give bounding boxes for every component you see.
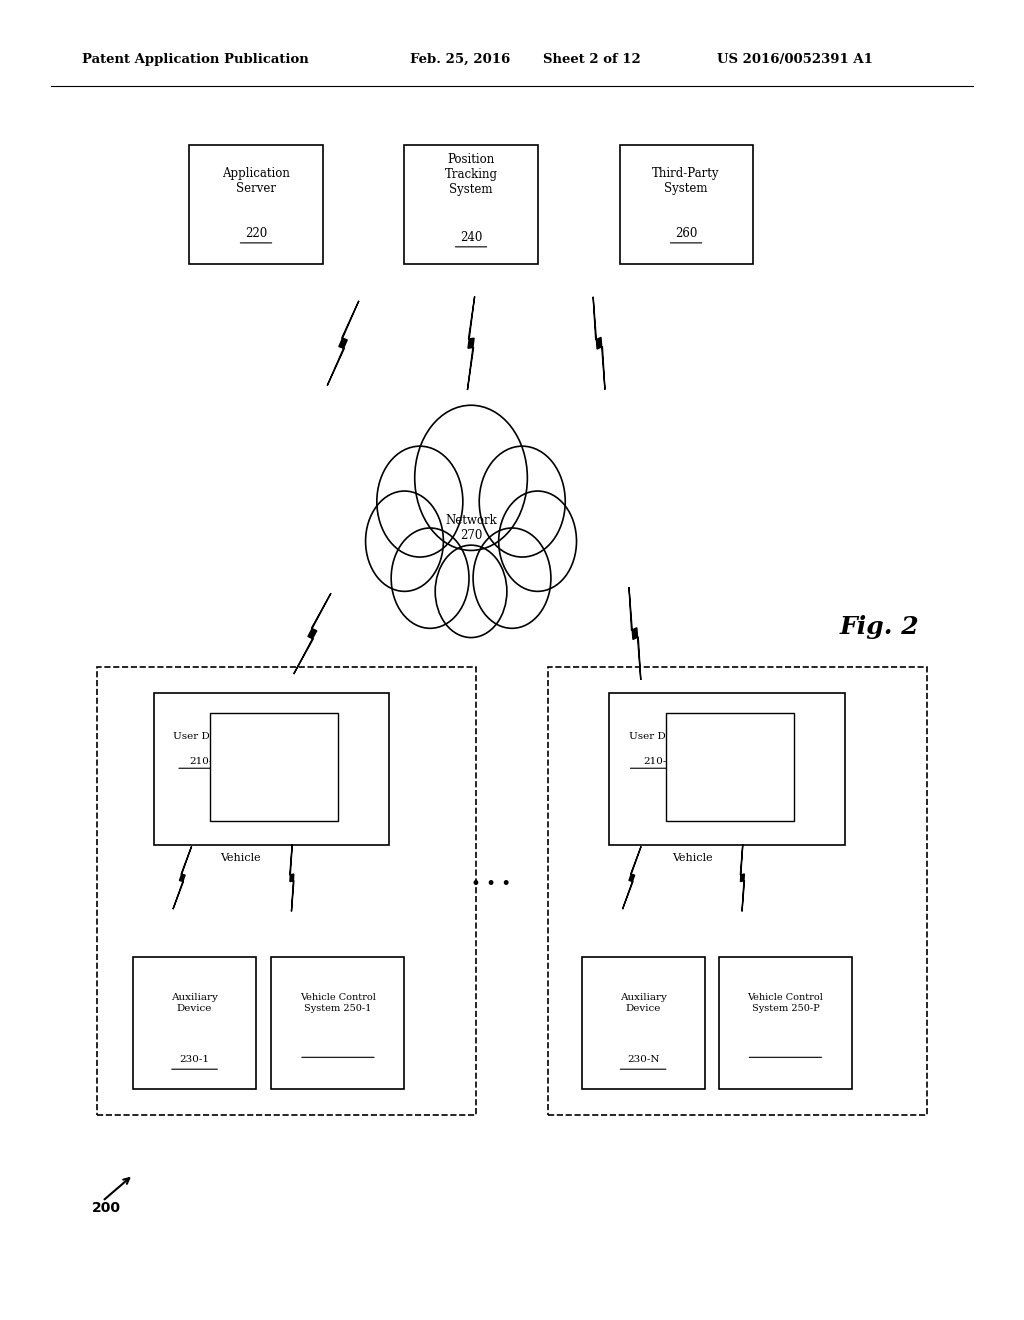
FancyBboxPatch shape	[210, 713, 338, 821]
Circle shape	[499, 491, 577, 591]
Text: Drowsy Driver
Prevention
Application: Drowsy Driver Prevention Application	[693, 752, 766, 781]
Polygon shape	[173, 846, 191, 909]
Text: Third-Party
System: Third-Party System	[652, 166, 720, 195]
Polygon shape	[328, 301, 358, 385]
Text: 260: 260	[675, 227, 697, 240]
FancyBboxPatch shape	[548, 667, 927, 1115]
Text: Patent Application Publication: Patent Application Publication	[82, 53, 308, 66]
FancyBboxPatch shape	[620, 145, 753, 264]
Text: US 2016/0052391 A1: US 2016/0052391 A1	[717, 53, 872, 66]
Text: 230-1: 230-1	[179, 1056, 210, 1064]
Text: • • •: • • •	[471, 876, 512, 892]
Text: Fig. 2: Fig. 2	[840, 615, 920, 639]
FancyBboxPatch shape	[189, 145, 323, 264]
Text: Network
270: Network 270	[445, 513, 497, 543]
Text: 220: 220	[245, 227, 267, 240]
Text: Vehicle: Vehicle	[672, 853, 713, 863]
FancyBboxPatch shape	[97, 667, 476, 1115]
FancyBboxPatch shape	[582, 957, 705, 1089]
FancyBboxPatch shape	[719, 957, 852, 1089]
FancyBboxPatch shape	[271, 957, 404, 1089]
Circle shape	[479, 446, 565, 557]
Circle shape	[415, 405, 527, 550]
Text: Auxiliary
Device: Auxiliary Device	[620, 994, 667, 1012]
FancyBboxPatch shape	[133, 957, 256, 1089]
FancyBboxPatch shape	[404, 145, 538, 264]
Circle shape	[473, 528, 551, 628]
Text: 210-M: 210-M	[643, 758, 678, 766]
Text: Feb. 25, 2016: Feb. 25, 2016	[410, 53, 510, 66]
FancyBboxPatch shape	[154, 693, 389, 845]
Text: Position
Tracking
System: Position Tracking System	[444, 153, 498, 195]
Text: Drowsy Driver
Prevention
Application: Drowsy Driver Prevention Application	[238, 752, 310, 781]
Text: Application
Server: Application Server	[222, 166, 290, 195]
Polygon shape	[467, 297, 475, 389]
Polygon shape	[629, 587, 641, 680]
Polygon shape	[294, 593, 331, 675]
Text: 230-N: 230-N	[627, 1056, 659, 1064]
Text: Auxiliary
Device: Auxiliary Device	[171, 994, 218, 1012]
Text: 200: 200	[92, 1201, 121, 1214]
Polygon shape	[593, 297, 605, 389]
Circle shape	[366, 491, 443, 591]
Text: Sheet 2 of 12: Sheet 2 of 12	[543, 53, 640, 66]
Polygon shape	[623, 846, 641, 909]
Text: 240: 240	[460, 231, 482, 244]
FancyBboxPatch shape	[609, 693, 845, 845]
Text: User Device: User Device	[173, 733, 237, 741]
Circle shape	[391, 528, 469, 628]
Polygon shape	[290, 845, 294, 911]
FancyBboxPatch shape	[666, 713, 794, 821]
Text: Vehicle Control
System 250-P: Vehicle Control System 250-P	[748, 994, 823, 1012]
Circle shape	[435, 545, 507, 638]
Text: Vehicle: Vehicle	[220, 853, 261, 863]
Polygon shape	[740, 845, 744, 911]
Circle shape	[377, 446, 463, 557]
Text: Vehicle Control
System 250-1: Vehicle Control System 250-1	[300, 994, 376, 1012]
Text: User Device: User Device	[629, 733, 692, 741]
Text: 210-1: 210-1	[189, 758, 220, 766]
